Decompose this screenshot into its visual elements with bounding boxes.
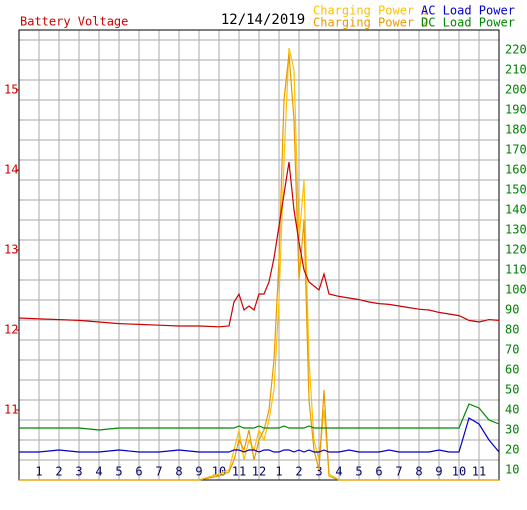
y2-tick-label: 190 [505,103,527,117]
y2-tick-label: 140 [505,203,527,217]
y-tick-label: 11 [4,403,18,417]
y2-tick-label: 200 [505,83,527,97]
series-line [19,53,499,481]
y2-tick-label: 210 [505,63,527,77]
x-tick-label: 10 [452,465,466,479]
x-tick-label: 11 [232,465,246,479]
x-tick-label: 3 [75,465,82,479]
series-line [18,161,500,328]
x-tick-label: 9 [435,465,442,479]
legend-entry: AC Load Power [421,4,515,18]
chart-title: Battery Voltage [20,15,128,29]
y2-tick-label: 120 [505,243,527,257]
y2-tick-label: 10 [505,463,519,477]
x-tick-label: 3 [315,465,322,479]
x-tick-label: 2 [55,465,62,479]
x-tick-label: 4 [335,465,342,479]
y-tick-label: 15 [4,83,18,97]
x-tick-label: 5 [115,465,122,479]
chart-date: 12/14/2019 [221,12,305,28]
y2-tick-label: 220 [505,43,527,57]
y2-tick-label: 30 [505,423,519,437]
x-tick-label: 4 [95,465,102,479]
x-tick-label: 6 [375,465,382,479]
x-tick-label: 5 [355,465,362,479]
x-tick-label: 6 [135,465,142,479]
y2-tick-label: 80 [505,323,519,337]
x-tick-label: 7 [155,465,162,479]
series-line [19,403,500,431]
y2-tick-label: 110 [505,263,527,277]
x-tick-label: 1 [275,465,282,479]
y2-tick-label: 100 [505,283,527,297]
legend-entry: Charging Power 2 [313,16,429,30]
plot-border [18,29,500,481]
x-tick-label: 11 [472,465,486,479]
y2-tick-label: 130 [505,223,527,237]
x-tick-label: 9 [195,465,202,479]
x-tick-label: 7 [395,465,402,479]
y2-tick-label: 50 [505,383,519,397]
y-tick-label: 12 [4,323,18,337]
series-line [19,417,500,453]
x-tick-label: 2 [295,465,302,479]
y2-tick-label: 40 [505,403,519,417]
legend-entry: DC Load Power [421,16,515,30]
y2-tick-label: 160 [505,163,527,177]
y2-tick-label: 180 [505,123,527,137]
y-tick-label: 13 [4,243,18,257]
x-tick-label: 12 [252,465,266,479]
y2-tick-label: 170 [505,143,527,157]
x-tick-label: 1 [35,465,42,479]
y2-tick-label: 90 [505,303,519,317]
y2-tick-label: 150 [505,183,527,197]
y-tick-label: 14 [4,163,18,177]
y2-tick-label: 60 [505,363,519,377]
y2-tick-label: 70 [505,343,519,357]
y2-tick-label: 20 [505,443,519,457]
x-tick-label: 8 [175,465,182,479]
legend-entry: Charging Power 1 [313,4,429,18]
x-tick-label: 8 [415,465,422,479]
